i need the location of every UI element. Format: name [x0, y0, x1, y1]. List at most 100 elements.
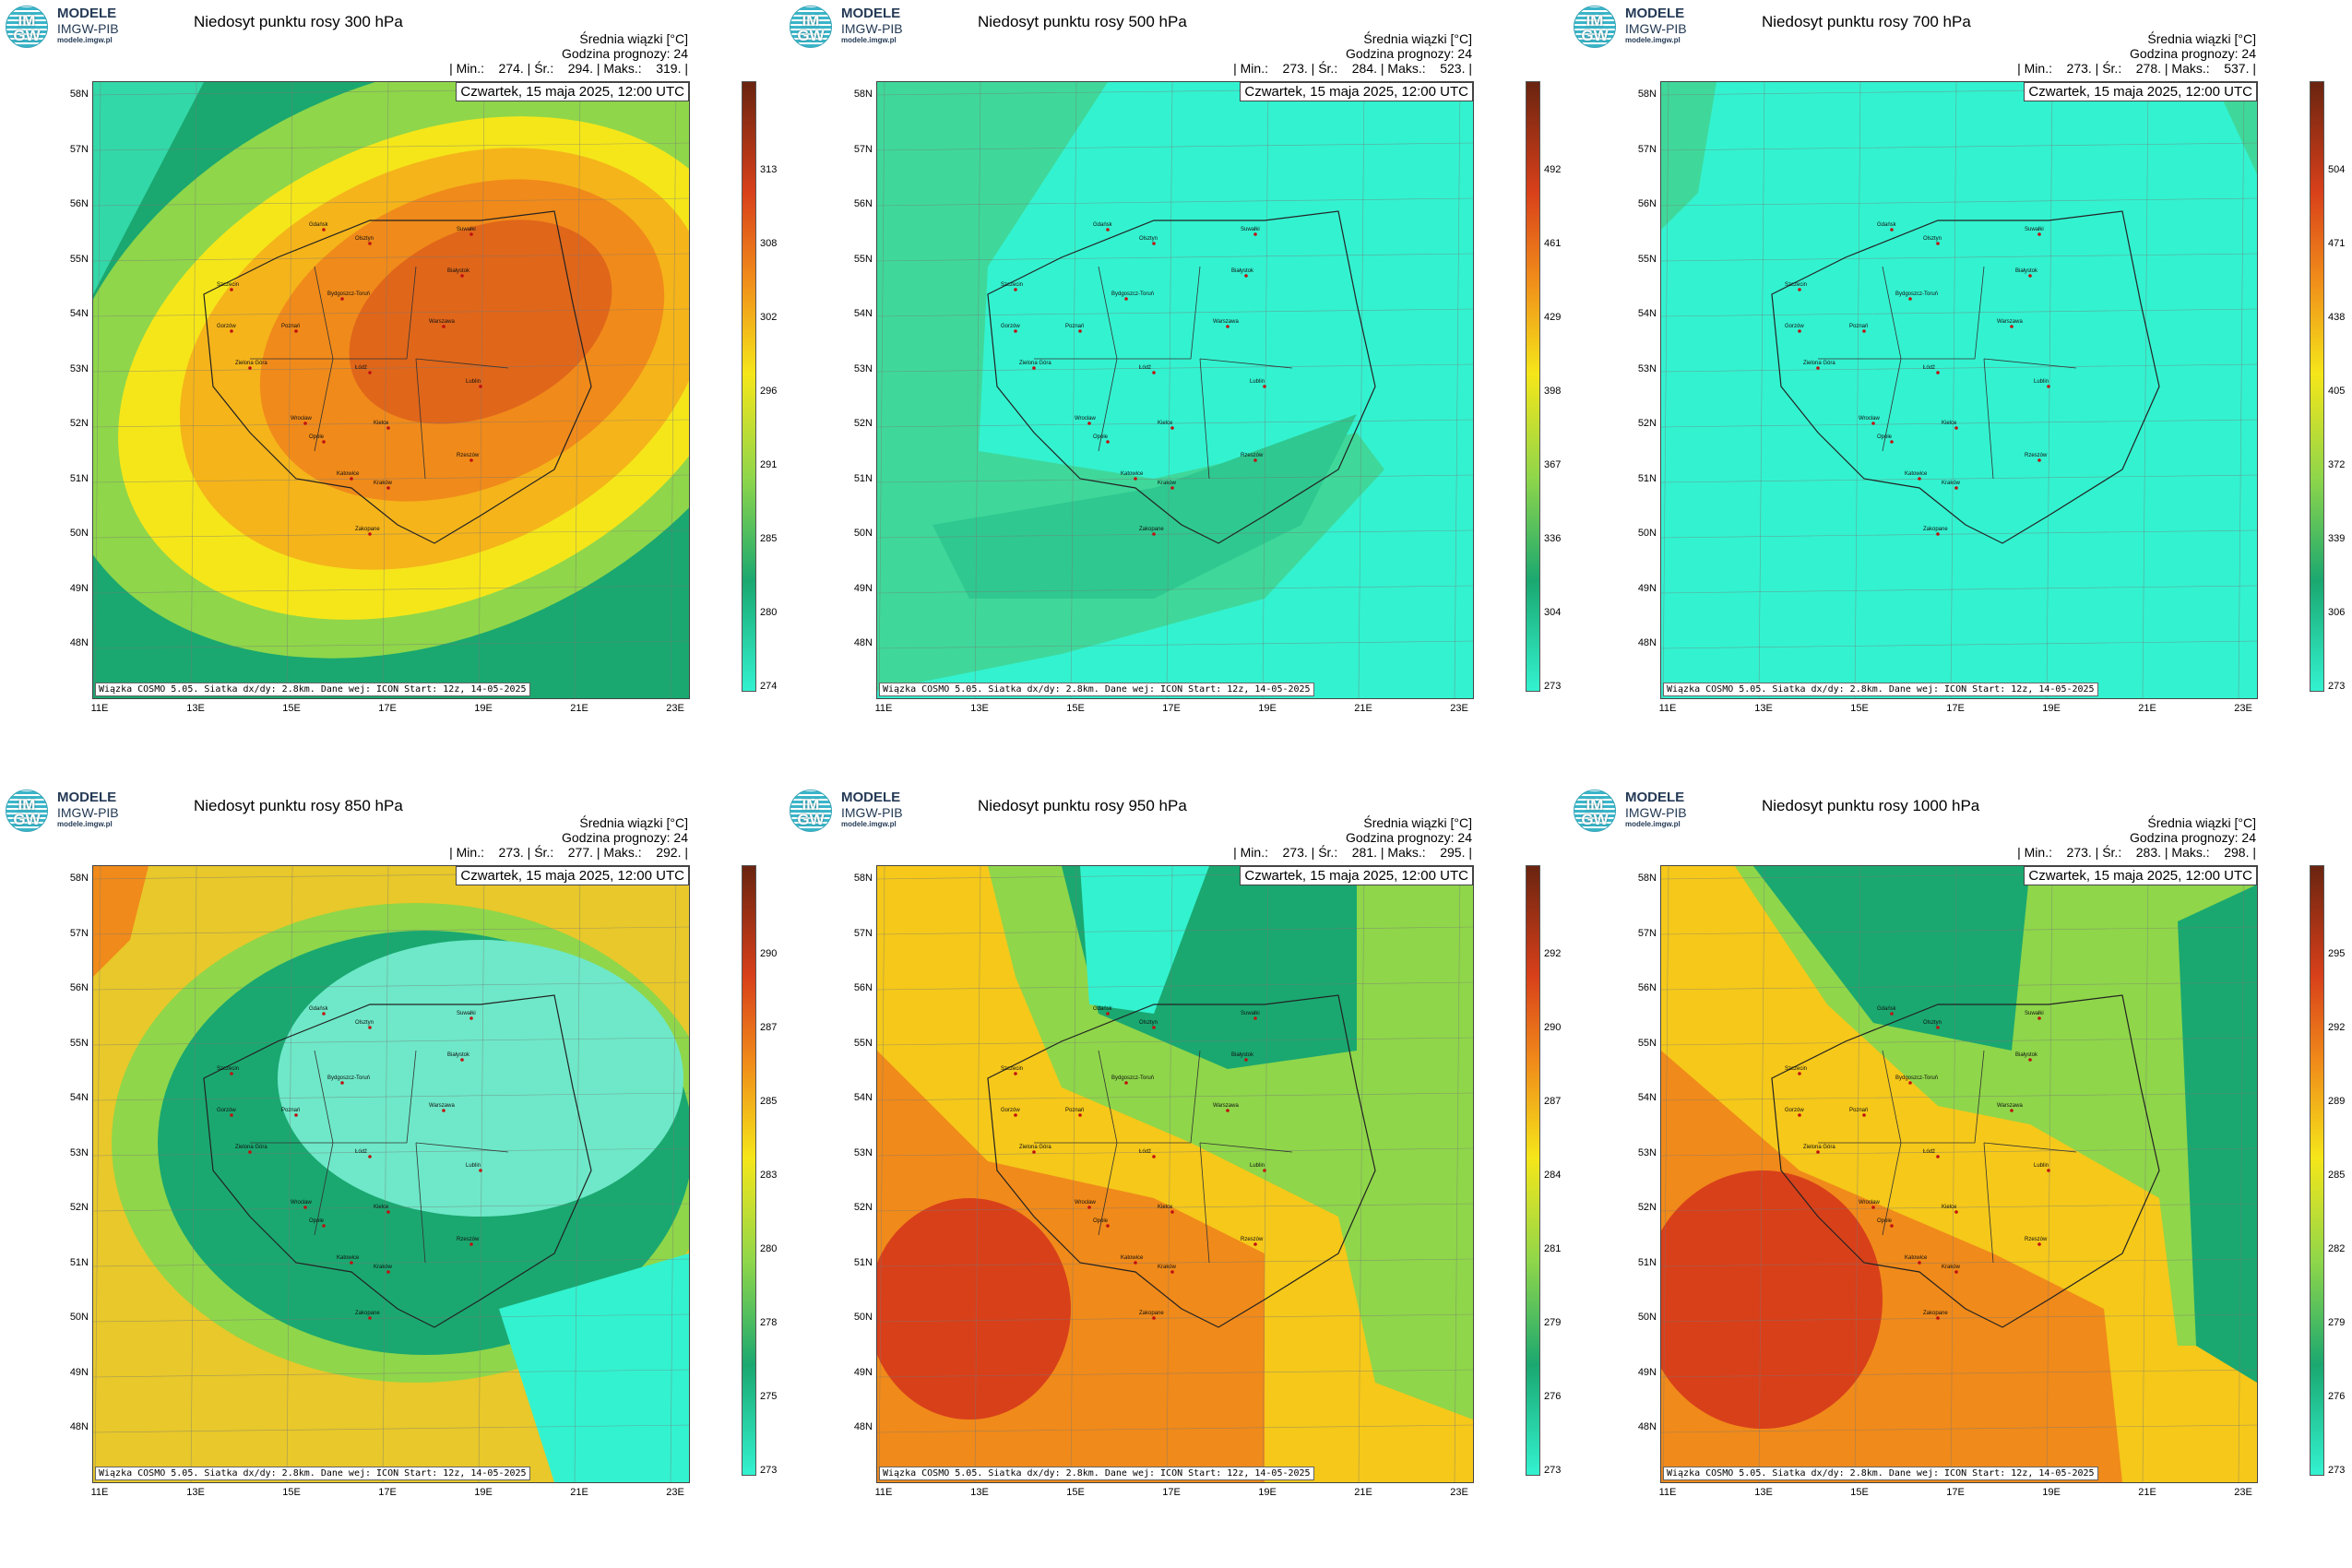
city-label: Bydgoszcz-Toruń	[327, 1075, 370, 1081]
latitude-label: 48N	[853, 637, 873, 648]
city-label: Łódź	[1923, 1149, 1935, 1155]
latitude-label: 56N	[853, 198, 873, 209]
city-label: Katowice	[337, 471, 360, 477]
colorbar-tick: 308	[760, 238, 778, 249]
map-area[interactable]: Gdańsk Olsztyn Białystok Szczecin Bydgoszcz-…	[1660, 81, 2258, 699]
panel-title: Niedosyt punktu rosy 1000 hPa	[1762, 797, 1980, 814]
city-label: Wrocław	[1859, 416, 1881, 422]
city-marker	[1244, 274, 1248, 278]
city-marker	[1014, 288, 1017, 291]
imgw-logo[interactable]: IM GW MODELE IMGW-PIB modele.imgw.pl	[6, 6, 172, 52]
map-area[interactable]: Gdańsk Olsztyn Białystok Szczecin Bydgoszcz-…	[92, 865, 690, 1483]
longitude-label: 23E	[1450, 703, 1468, 714]
city-marker	[1106, 228, 1110, 232]
colorbar-tick: 292	[2328, 1022, 2346, 1033]
city-label: Lublin	[2034, 379, 2049, 385]
imgw-logo[interactable]: IM GW MODELE IMGW-PIB modele.imgw.pl	[1574, 790, 1740, 836]
city-label: Wrocław	[1075, 1200, 1097, 1206]
longitude-label: 11E	[90, 1487, 109, 1498]
city-label: Warszawa	[1213, 1103, 1239, 1109]
latitude-label: 51N	[853, 472, 873, 484]
panel-info: Średnia wiązki [°C] Godzina prognozy: 24	[1346, 815, 1472, 845]
latitude-label: 49N	[1637, 582, 1657, 594]
city-marker	[1253, 1016, 1257, 1020]
colorbar-tick: 275	[760, 1391, 778, 1402]
city-label: Bydgoszcz-Toruń	[327, 291, 370, 297]
ensemble-mean-label: Średnia wiązki [°C]	[579, 815, 688, 830]
longitude-label: 21E	[2138, 1487, 2156, 1498]
city-marker	[1087, 1206, 1091, 1209]
city-marker	[294, 1113, 298, 1117]
city-marker	[1890, 1012, 1894, 1016]
colorbar-tick: 492	[1544, 164, 1562, 175]
imgw-badge-icon: IM GW	[6, 790, 48, 832]
map-area[interactable]: Gdańsk Olsztyn Białystok Szczecin Bydgoszcz-…	[92, 81, 690, 699]
city-label: Kraków	[1942, 1265, 1961, 1270]
city-marker	[350, 477, 353, 481]
map-area[interactable]: Gdańsk Olsztyn Białystok Szczecin Bydgoszcz-…	[876, 865, 1474, 1483]
longitude-label: 11E	[90, 703, 109, 714]
city-marker	[350, 1261, 353, 1265]
longitude-label: 19E	[1258, 1487, 1277, 1498]
latitude-label: 58N	[1637, 873, 1657, 884]
latitude-label: 52N	[69, 1202, 89, 1213]
city-marker	[340, 297, 344, 301]
latitude-label: 54N	[69, 308, 89, 319]
city-marker	[386, 1210, 390, 1214]
logo-title: MODELE	[57, 790, 117, 805]
longitude-label: 17E	[1162, 1487, 1181, 1498]
imgw-badge-icon: IM GW	[1574, 790, 1616, 832]
logo-subtitle: IMGW-PIB	[57, 805, 119, 820]
panel-info: Średnia wiązki [°C] Godzina prognozy: 24	[562, 815, 688, 845]
colorbar-tick: 471	[2328, 238, 2346, 249]
latitude-label: 50N	[1637, 528, 1657, 539]
latitude-label: 54N	[1637, 308, 1657, 319]
map-area[interactable]: Gdańsk Olsztyn Białystok Szczecin Bydgoszcz-…	[876, 81, 1474, 699]
map-area[interactable]: Gdańsk Olsztyn Białystok Szczecin Bydgoszcz-…	[1660, 865, 2258, 1483]
logo-subtitle: IMGW-PIB	[841, 21, 903, 36]
city-label: Łódź	[355, 365, 367, 371]
city-marker	[1936, 242, 1940, 245]
city-marker	[1798, 329, 1801, 333]
latitude-label: 51N	[1637, 1256, 1657, 1268]
latitude-label: 51N	[69, 472, 89, 484]
city-label: Katowice	[1905, 1255, 1928, 1261]
city-marker	[322, 440, 326, 444]
forecast-panel-4: IM GW MODELE IMGW-PIB modele.imgw.pl Nied…	[784, 784, 1568, 1568]
city-label: Gdańsk	[309, 222, 329, 228]
imgw-logo[interactable]: IM GW MODELE IMGW-PIB modele.imgw.pl	[1574, 6, 1740, 52]
forecast-panel-3: IM GW MODELE IMGW-PIB modele.imgw.pl Nied…	[0, 784, 784, 1568]
latitude-label: 49N	[853, 582, 873, 594]
colorbar-tick: 295	[2328, 948, 2346, 959]
city-marker	[1871, 1206, 1875, 1209]
forecast-panel-0: IM GW MODELE IMGW-PIB modele.imgw.pl Nied…	[0, 0, 784, 784]
city-label: Kraków	[1158, 481, 1177, 486]
panel-title: Niedosyt punktu rosy 300 hPa	[194, 13, 403, 30]
logo-url: modele.imgw.pl	[841, 36, 897, 44]
city-marker	[2037, 1016, 2041, 1020]
panel-stats: | Min.: 273. | Śr.: 281. | Maks.: 295. |	[1233, 845, 1472, 860]
city-label: Zakopane	[1923, 527, 1948, 532]
imgw-logo[interactable]: IM GW MODELE IMGW-PIB modele.imgw.pl	[6, 790, 172, 836]
colorbar-tick: 285	[760, 1096, 778, 1107]
city-marker	[1078, 329, 1082, 333]
imgw-logo[interactable]: IM GW MODELE IMGW-PIB modele.imgw.pl	[790, 6, 956, 52]
city-marker	[1244, 1058, 1248, 1062]
city-marker	[1106, 440, 1110, 444]
city-label: Suwałki	[1241, 227, 1260, 232]
city-label: Suwałki	[457, 1011, 476, 1016]
city-label: Gdańsk	[1877, 1006, 1897, 1012]
city-marker	[303, 1206, 307, 1209]
city-label: Opole	[1877, 1218, 1893, 1224]
city-marker	[322, 1012, 326, 1016]
imgw-logo[interactable]: IM GW MODELE IMGW-PIB modele.imgw.pl	[790, 790, 956, 836]
city-label: Białystok	[1231, 268, 1254, 274]
ensemble-mean-label: Średnia wiązki [°C]	[2147, 815, 2256, 830]
city-label: Lublin	[1250, 1163, 1265, 1169]
latitude-label: 53N	[1637, 1146, 1657, 1158]
city-marker	[1816, 1150, 1820, 1154]
panel-info: Średnia wiązki [°C] Godzina prognozy: 24	[2130, 815, 2256, 845]
latitude-label: 55N	[69, 253, 89, 265]
longitude-label: 11E	[874, 703, 893, 714]
city-marker	[294, 329, 298, 333]
